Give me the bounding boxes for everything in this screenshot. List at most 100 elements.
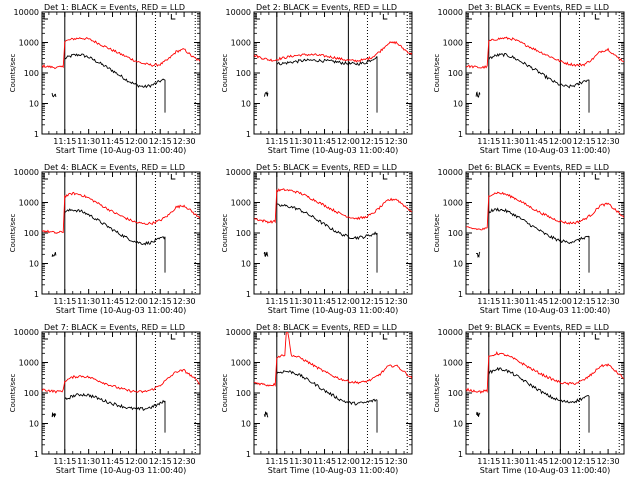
x-tick-label: 12:00 [337,297,360,306]
x-tick-label: 11:45 [525,457,548,466]
bracket-mark-right [382,174,388,180]
y-tick-label: 10000 [226,168,251,177]
chart-panel-2: 1 10 100 1000 10000 11:15 11:30 11:45 12:00 12:15… [221,3,413,155]
series-line-events-early [51,412,57,418]
y-tick-label: 1 [246,290,251,299]
y-tick-label: 1 [246,130,251,139]
y-tick-label: 100 [236,69,251,78]
y-tick-label: 10 [29,420,39,429]
x-tick-label: 12:30 [173,137,196,146]
series-group [254,332,412,433]
x-tick-label: 12:15 [149,457,172,466]
y-tick-label: 10000 [226,328,251,337]
chart-panel-9: 1 10 100 1000 10000 11:15 11:30 11:45 12:00 12:15… [433,323,625,475]
x-tick-label: 11:45 [525,137,548,146]
series-line-events [276,370,377,406]
x-tick-label: 11:15 [53,297,76,306]
x-tick-label: 11:45 [525,297,548,306]
y-tick-label: 1000 [19,359,39,368]
chart-title: Det 7: BLACK = Events, RED = LLD [44,323,185,332]
series-line-events [64,53,165,89]
series-group [466,191,624,273]
series-group [42,36,200,113]
plot-frame [253,331,413,455]
x-tick-label: 11:15 [265,457,288,466]
chart-title: Det 5: BLACK = Events, RED = LLD [256,163,397,172]
bracket-mark-left [467,334,472,340]
bracket-mark-left [467,14,472,20]
chart-panel-4: 1 10 100 1000 10000 11:15 11:30 11:45 12:00 12:15… [9,163,201,315]
x-tick-label: 11:30 [501,137,524,146]
series-line-events [488,207,590,245]
y-tick-label: 100 [448,389,463,398]
bracket-mark-left [255,14,260,20]
x-axis-label: Start Time (10-Aug-03 11:00:40) [480,306,611,315]
y-axis-label: Counts/sec [433,214,441,253]
bracket-mark-left [43,174,48,180]
series-group [42,368,200,433]
x-tick-label: 12:30 [385,297,408,306]
y-axis-label: Counts/sec [9,214,17,253]
bracket-mark-left [43,14,48,20]
series-line-lld [466,191,624,231]
x-tick-label: 11:15 [53,137,76,146]
series-line-events-early [475,91,481,98]
chart-panel-1: 1 10 100 1000 10000 11:15 11:30 11:45 12:00 12:15… [9,3,201,155]
x-tick-label: 11:30 [289,457,312,466]
y-tick-label: 1000 [443,199,463,208]
x-tick-label: 11:15 [265,297,288,306]
x-tick-label: 12:15 [361,297,384,306]
x-tick-label: 11:45 [313,457,336,466]
plot-frame [253,171,413,295]
x-tick-label: 12:30 [597,137,620,146]
y-axis-label: Counts/sec [221,54,229,93]
plot-frame [41,331,201,455]
y-tick-label: 100 [448,69,463,78]
y-tick-label: 10000 [226,8,251,17]
x-axis-label: Start Time (10-Aug-03 11:00:40) [56,306,187,315]
x-tick-label: 11:30 [77,457,100,466]
y-tick-label: 1 [458,130,463,139]
x-tick-label: 12:00 [549,457,572,466]
bracket-mark-left [255,334,260,340]
plot-frame [465,171,625,295]
x-tick-label: 12:00 [337,457,360,466]
y-tick-label: 100 [24,389,39,398]
x-tick-label: 12:15 [573,457,596,466]
x-tick-label: 12:15 [573,137,596,146]
chart-panel-6: 1 10 100 1000 10000 11:15 11:30 11:45 12:00 12:15… [433,163,625,315]
series-line-lld [42,191,200,234]
series-group [42,191,200,273]
chart-panel-5: 1 10 100 1000 10000 11:15 11:30 11:45 12:00 12:15… [221,163,413,315]
bracket-mark-right [170,174,176,180]
x-axis-label: Start Time (10-Aug-03 11:00:40) [268,146,399,155]
x-tick-label: 11:45 [313,297,336,306]
x-tick-label: 12:15 [149,297,172,306]
chart-panel-3: 1 10 100 1000 10000 11:15 11:30 11:45 12:00 12:15… [433,3,625,155]
x-tick-label: 11:15 [53,457,76,466]
bracket-mark-right [382,14,388,20]
bracket-mark-right [170,14,176,20]
y-axis-label: Counts/sec [221,374,229,413]
series-line-lld [42,36,200,70]
series-line-events [276,56,378,67]
chart-title: Det 3: BLACK = Events, RED = LLD [468,3,609,12]
y-tick-label: 10000 [438,168,463,177]
x-axis-label: Start Time (10-Aug-03 11:00:40) [56,146,187,155]
series-line-lld [466,36,624,70]
x-tick-label: 12:15 [361,137,384,146]
x-axis-label: Start Time (10-Aug-03 11:00:40) [268,466,399,475]
y-tick-label: 10000 [438,8,463,17]
y-tick-label: 1 [246,450,251,459]
chart-title: Det 4: BLACK = Events, RED = LLD [44,163,185,172]
y-tick-label: 1000 [231,199,251,208]
x-tick-label: 11:15 [477,457,500,466]
y-tick-label: 10 [241,420,251,429]
x-tick-label: 11:30 [77,137,100,146]
y-tick-label: 100 [24,69,39,78]
bracket-mark-left [43,334,48,340]
y-tick-label: 1 [34,450,39,459]
x-axis-label: Start Time (10-Aug-03 11:00:40) [56,466,187,475]
series-group [254,188,412,273]
series-line-events-early [51,252,57,257]
